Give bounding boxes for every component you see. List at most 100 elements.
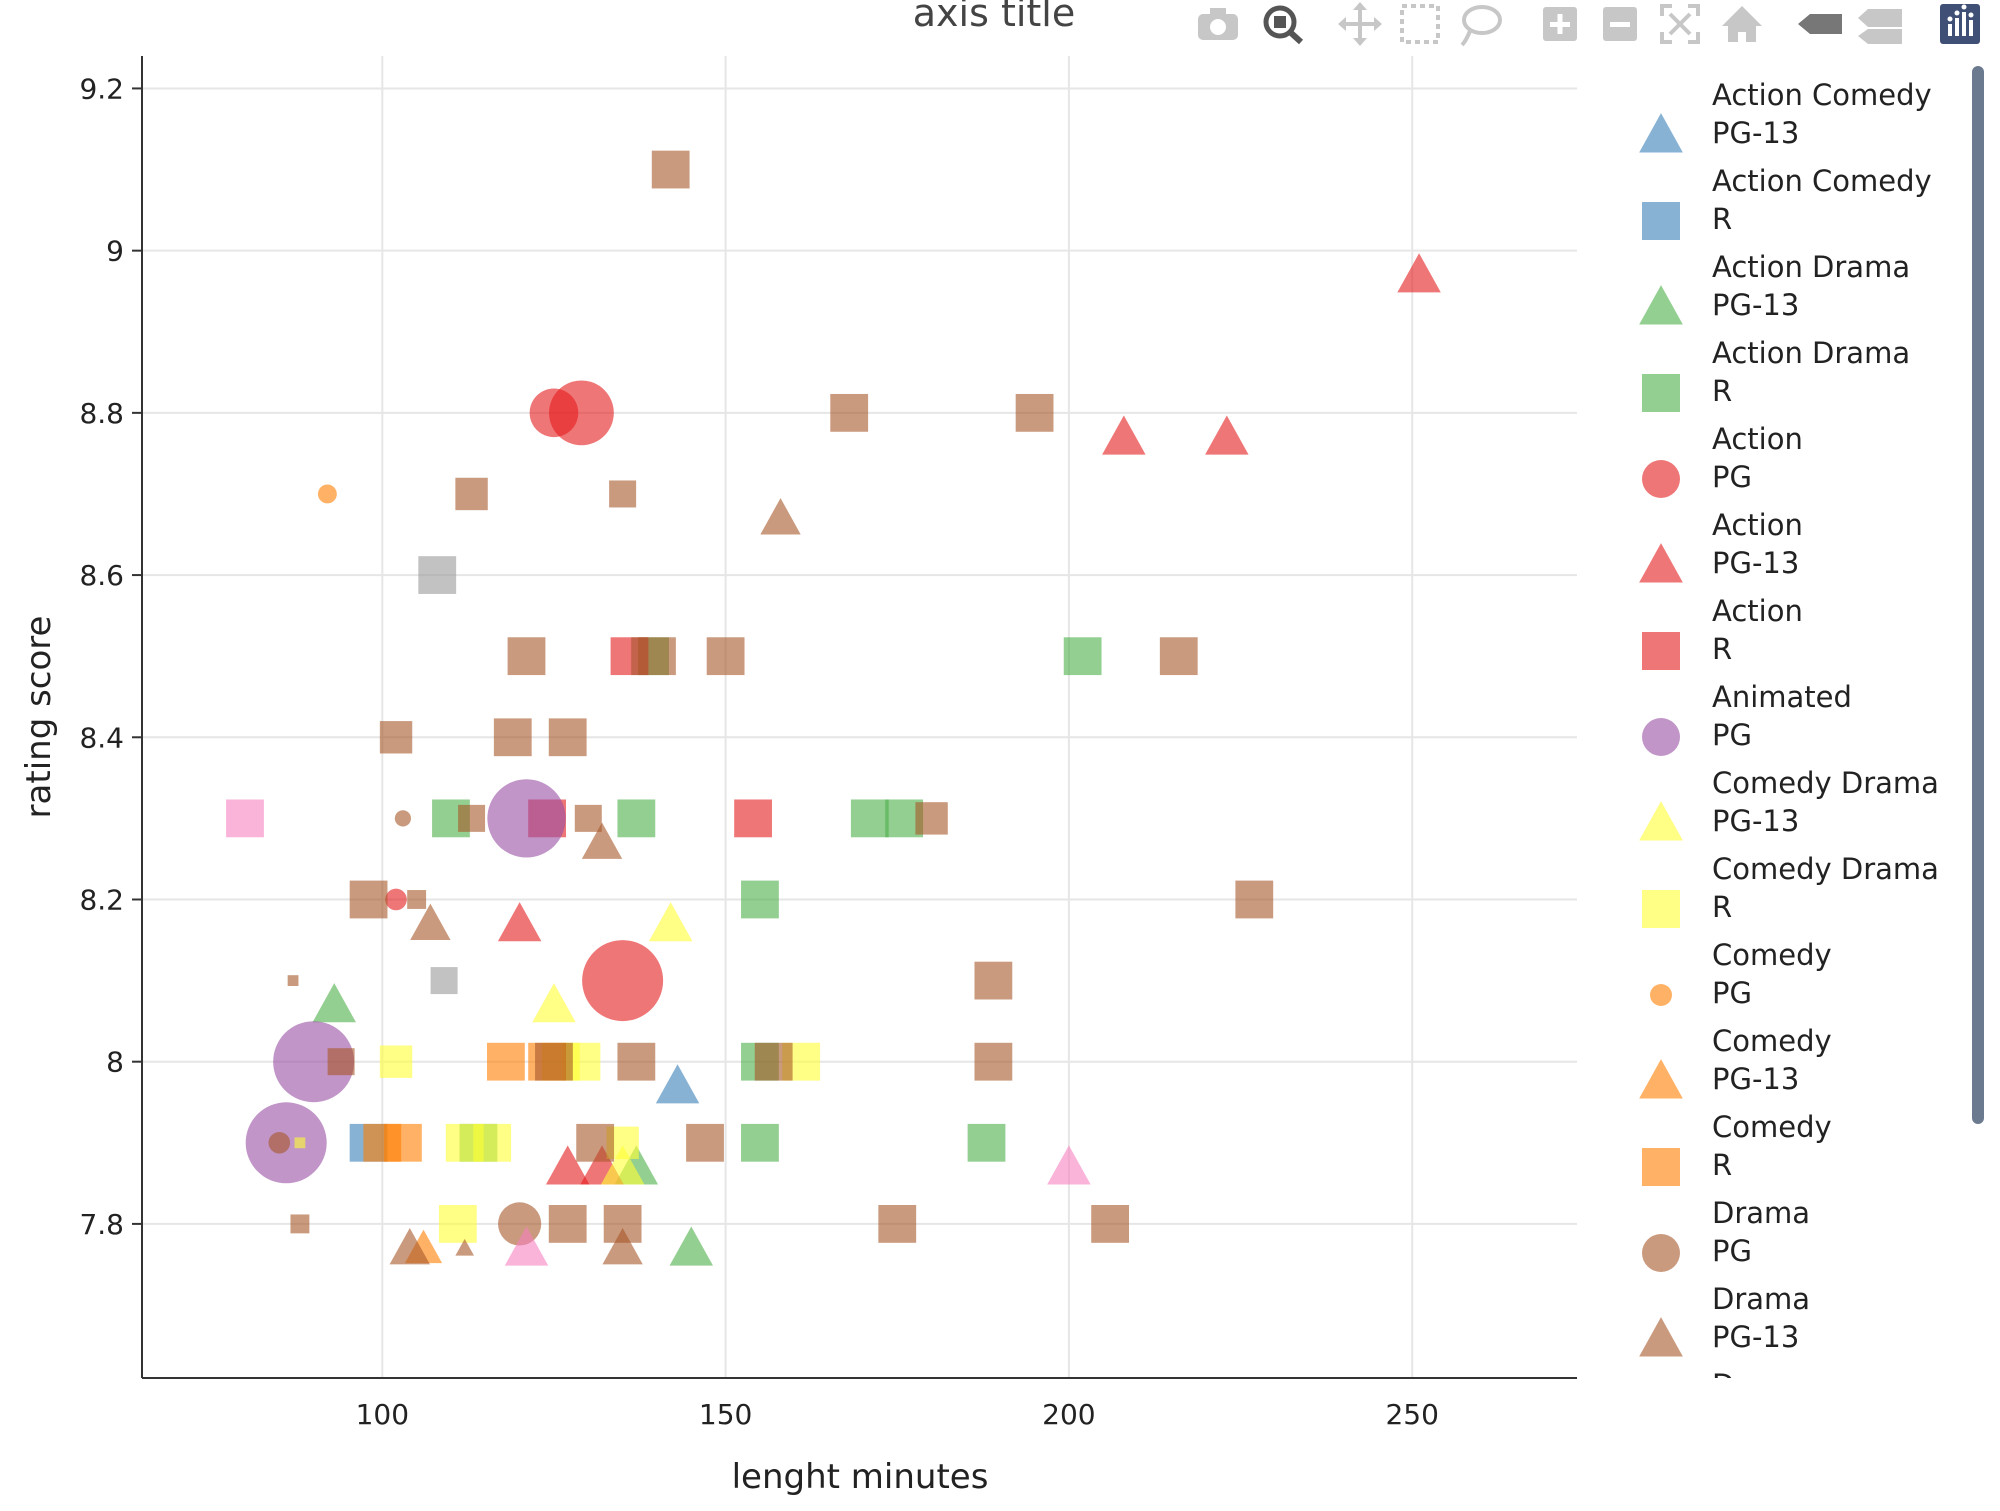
zoom-icon[interactable]: [1263, 5, 1304, 45]
legend-marker[interactable]: [1642, 718, 1680, 756]
data-point[interactable]: [504, 1226, 549, 1266]
legend-scrollbar[interactable]: [1972, 66, 1984, 1124]
data-point[interactable]: [1063, 637, 1102, 676]
legend-marker[interactable]: [1642, 890, 1680, 928]
data-point[interactable]: [493, 718, 532, 757]
data-point[interactable]: [545, 1145, 590, 1185]
data-point[interactable]: [1205, 415, 1249, 455]
data-point[interactable]: [706, 637, 745, 676]
box-select-icon[interactable]: [1400, 4, 1440, 44]
data-point[interactable]: [407, 890, 427, 909]
data-point[interactable]: [455, 1238, 475, 1256]
data-point[interactable]: [830, 393, 869, 432]
data-point[interactable]: [226, 799, 264, 838]
data-point[interactable]: [600, 1145, 645, 1185]
zoom-in-icon[interactable]: [1543, 7, 1577, 41]
compare-icon[interactable]: [1858, 9, 1902, 44]
data-point[interactable]: [507, 637, 546, 676]
data-point[interactable]: [379, 1045, 413, 1078]
data-point[interactable]: [458, 804, 486, 832]
data-point[interactable]: [581, 822, 623, 859]
data-point[interactable]: [760, 498, 801, 535]
data-point[interactable]: [273, 1021, 355, 1103]
data-point[interactable]: [974, 961, 1013, 1000]
data-point[interactable]: [410, 903, 451, 940]
legend-item[interactable]: Comedy Drama R: [1642, 852, 1939, 928]
data-point[interactable]: [312, 983, 356, 1023]
data-point[interactable]: [1235, 880, 1274, 919]
data-point[interactable]: [548, 718, 587, 757]
data-point[interactable]: [754, 1042, 793, 1081]
legend-item-partial[interactable]: [1642, 1481, 1680, 1507]
data-point[interactable]: [617, 799, 656, 838]
data-point[interactable]: [487, 779, 566, 858]
legend-item[interactable]: Comedy PG-13: [1639, 1024, 1832, 1099]
plotly-logo-icon[interactable]: [1940, 4, 1980, 44]
data-point[interactable]: [576, 1123, 615, 1162]
legend-item[interactable]: Comedy R: [1642, 1110, 1832, 1186]
data-point[interactable]: [1015, 393, 1054, 432]
data-point[interactable]: [574, 804, 602, 832]
lasso-icon[interactable]: [1460, 5, 1502, 47]
data-point[interactable]: [535, 1042, 573, 1081]
data-point[interactable]: [967, 1123, 1006, 1162]
data-point[interactable]: [741, 880, 779, 919]
data-point[interactable]: [582, 940, 664, 1022]
data-point[interactable]: [438, 1205, 477, 1243]
legend-item[interactable]: Action Drama R: [1642, 336, 1910, 412]
data-point[interactable]: [651, 150, 690, 189]
legend-item[interactable]: Drama PG: [1642, 1196, 1810, 1272]
modebar[interactable]: [1198, 2, 1980, 47]
data-point[interactable]: [385, 888, 407, 911]
legend-item[interactable]: Animated PG: [1642, 680, 1852, 756]
legend-marker[interactable]: [1642, 1234, 1680, 1272]
data-point[interactable]: [602, 1228, 643, 1265]
legend-marker[interactable]: [1642, 632, 1680, 670]
legend-marker[interactable]: [1639, 285, 1683, 325]
legend-item[interactable]: Drama R: [1642, 1368, 1810, 1444]
legend-marker[interactable]: [1642, 460, 1680, 498]
legend-marker[interactable]: [1639, 1059, 1683, 1099]
legend-marker[interactable]: [1642, 374, 1680, 412]
legend-marker[interactable]: [1642, 1406, 1680, 1444]
legend-item[interactable]: Action R: [1642, 594, 1803, 670]
legend-marker[interactable]: [1639, 113, 1683, 153]
data-point[interactable]: [287, 975, 299, 986]
legend-item[interactable]: Action Comedy R: [1642, 164, 1932, 240]
legend-marker[interactable]: [1639, 543, 1683, 583]
data-point[interactable]: [548, 1205, 587, 1243]
legend-marker[interactable]: [1639, 801, 1683, 841]
data-point[interactable]: [473, 1123, 512, 1162]
legend-item[interactable]: Action PG-13: [1639, 508, 1803, 583]
data-point[interactable]: [609, 480, 637, 508]
data-point[interactable]: [418, 556, 457, 594]
data-point[interactable]: [1397, 253, 1441, 293]
data-point[interactable]: [268, 1131, 291, 1154]
data-point[interactable]: [1047, 1145, 1091, 1185]
legend-marker[interactable]: [1650, 984, 1672, 1006]
data-point[interactable]: [430, 967, 458, 995]
data-point[interactable]: [497, 902, 542, 942]
data-point[interactable]: [327, 1048, 355, 1076]
data-point[interactable]: [741, 1123, 779, 1162]
data-point[interactable]: [294, 1137, 306, 1149]
data-point[interactable]: [648, 902, 693, 942]
data-point[interactable]: [384, 1123, 422, 1162]
data-point[interactable]: [486, 1042, 525, 1081]
pan-icon[interactable]: [1338, 2, 1382, 46]
legend-marker[interactable]: [1642, 202, 1680, 240]
data-point[interactable]: [915, 802, 948, 835]
legend-marker[interactable]: [1642, 1148, 1680, 1186]
legend-item[interactable]: Comedy PG: [1650, 938, 1832, 1010]
data-point[interactable]: [603, 1205, 642, 1243]
data-point[interactable]: [317, 484, 337, 504]
legend-item[interactable]: Comedy Drama PG-13: [1639, 766, 1939, 841]
camera-icon[interactable]: [1198, 8, 1238, 40]
legend-item[interactable]: Drama PG-13: [1639, 1282, 1810, 1357]
data-point[interactable]: [1102, 415, 1146, 455]
data-point[interactable]: [1159, 637, 1198, 676]
home-icon[interactable]: [1722, 6, 1762, 42]
zoom-out-icon[interactable]: [1603, 7, 1637, 41]
data-point[interactable]: [455, 477, 488, 511]
